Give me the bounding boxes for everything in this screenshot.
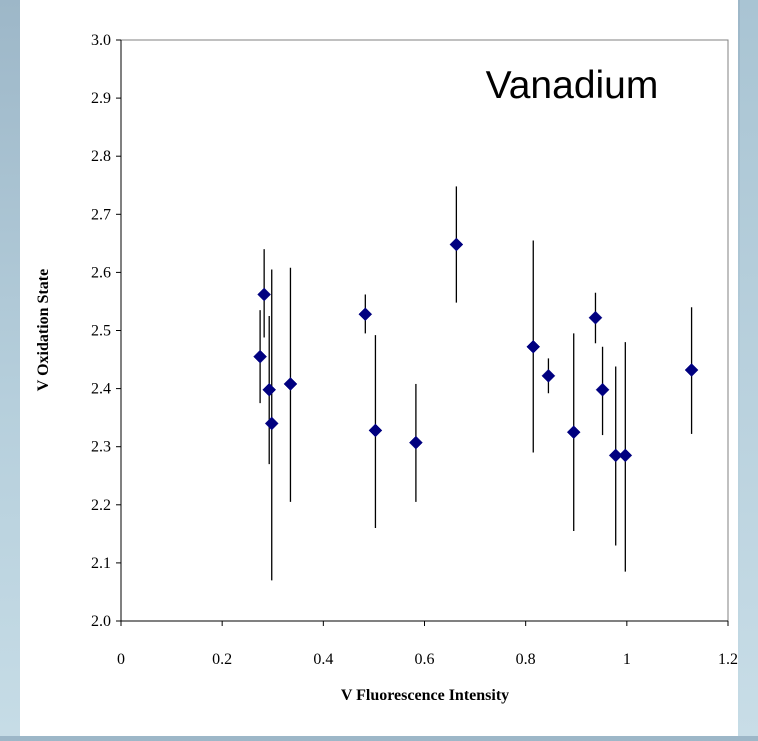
chart-panel: 2.0 2.1 2.2 2.3 2.4 2.5 2.6 2.7 2.8 2.9 3.0 0 0.2 0.… [20, 0, 738, 736]
y-tick-label: 3.0 [91, 32, 111, 49]
x-tick-label: 0.2 [212, 651, 232, 668]
plot-area [120, 39, 729, 622]
slide-background-right [740, 0, 758, 736]
data-point [283, 377, 298, 391]
y-axis-title: V Oxidation State [35, 269, 52, 391]
y-axis-ticks: 2.0 2.1 2.2 2.3 2.4 2.5 2.6 2.7 2.8 2.9 3.0 [91, 32, 121, 630]
data-point [449, 237, 464, 252]
x-tick-label: 0.4 [313, 651, 333, 668]
data-point [257, 287, 272, 302]
data-point [264, 416, 279, 431]
chart-annotation: Vanadium [486, 64, 659, 107]
y-tick-label: 2.4 [91, 381, 111, 398]
y-tick-label: 2.3 [91, 439, 111, 456]
data-point [608, 448, 623, 463]
y-tick-label: 2.7 [91, 206, 111, 223]
x-tick-label: 1.2 [718, 651, 738, 668]
y-tick-label: 2.8 [91, 148, 111, 165]
y-tick-label: 2.5 [91, 323, 111, 340]
data-point [526, 339, 541, 354]
data-point [541, 368, 556, 383]
data-point [588, 310, 603, 325]
data-point [566, 425, 581, 440]
top-border [20, 0, 738, 2]
x-tick-label: 0.8 [516, 651, 536, 668]
data-markers [253, 237, 699, 463]
x-axis-ticks: 0 0.2 0.4 0.6 0.8 1 1.2 [117, 621, 738, 668]
x-axis-title: V Fluorescence Intensity [341, 687, 509, 704]
data-point [358, 307, 373, 322]
data-point [262, 382, 277, 397]
y-tick-label: 2.0 [91, 613, 111, 630]
scatter-chart: 2.0 2.1 2.2 2.3 2.4 2.5 2.6 2.7 2.8 2.9 3.0 0 0.2 0.… [35, 32, 738, 704]
x-tick-label: 1 [623, 651, 631, 668]
x-tick-label: 0 [117, 651, 125, 668]
data-point [253, 349, 267, 364]
data-point [618, 448, 633, 463]
x-tick-label: 0.6 [415, 651, 435, 668]
y-tick-label: 2.2 [91, 497, 111, 514]
data-point [595, 382, 610, 397]
y-tick-label: 2.9 [91, 90, 111, 107]
data-point [368, 423, 383, 438]
y-tick-label: 2.1 [91, 555, 111, 572]
y-tick-label: 2.6 [91, 264, 111, 281]
data-point [409, 435, 423, 450]
data-point [684, 363, 699, 377]
